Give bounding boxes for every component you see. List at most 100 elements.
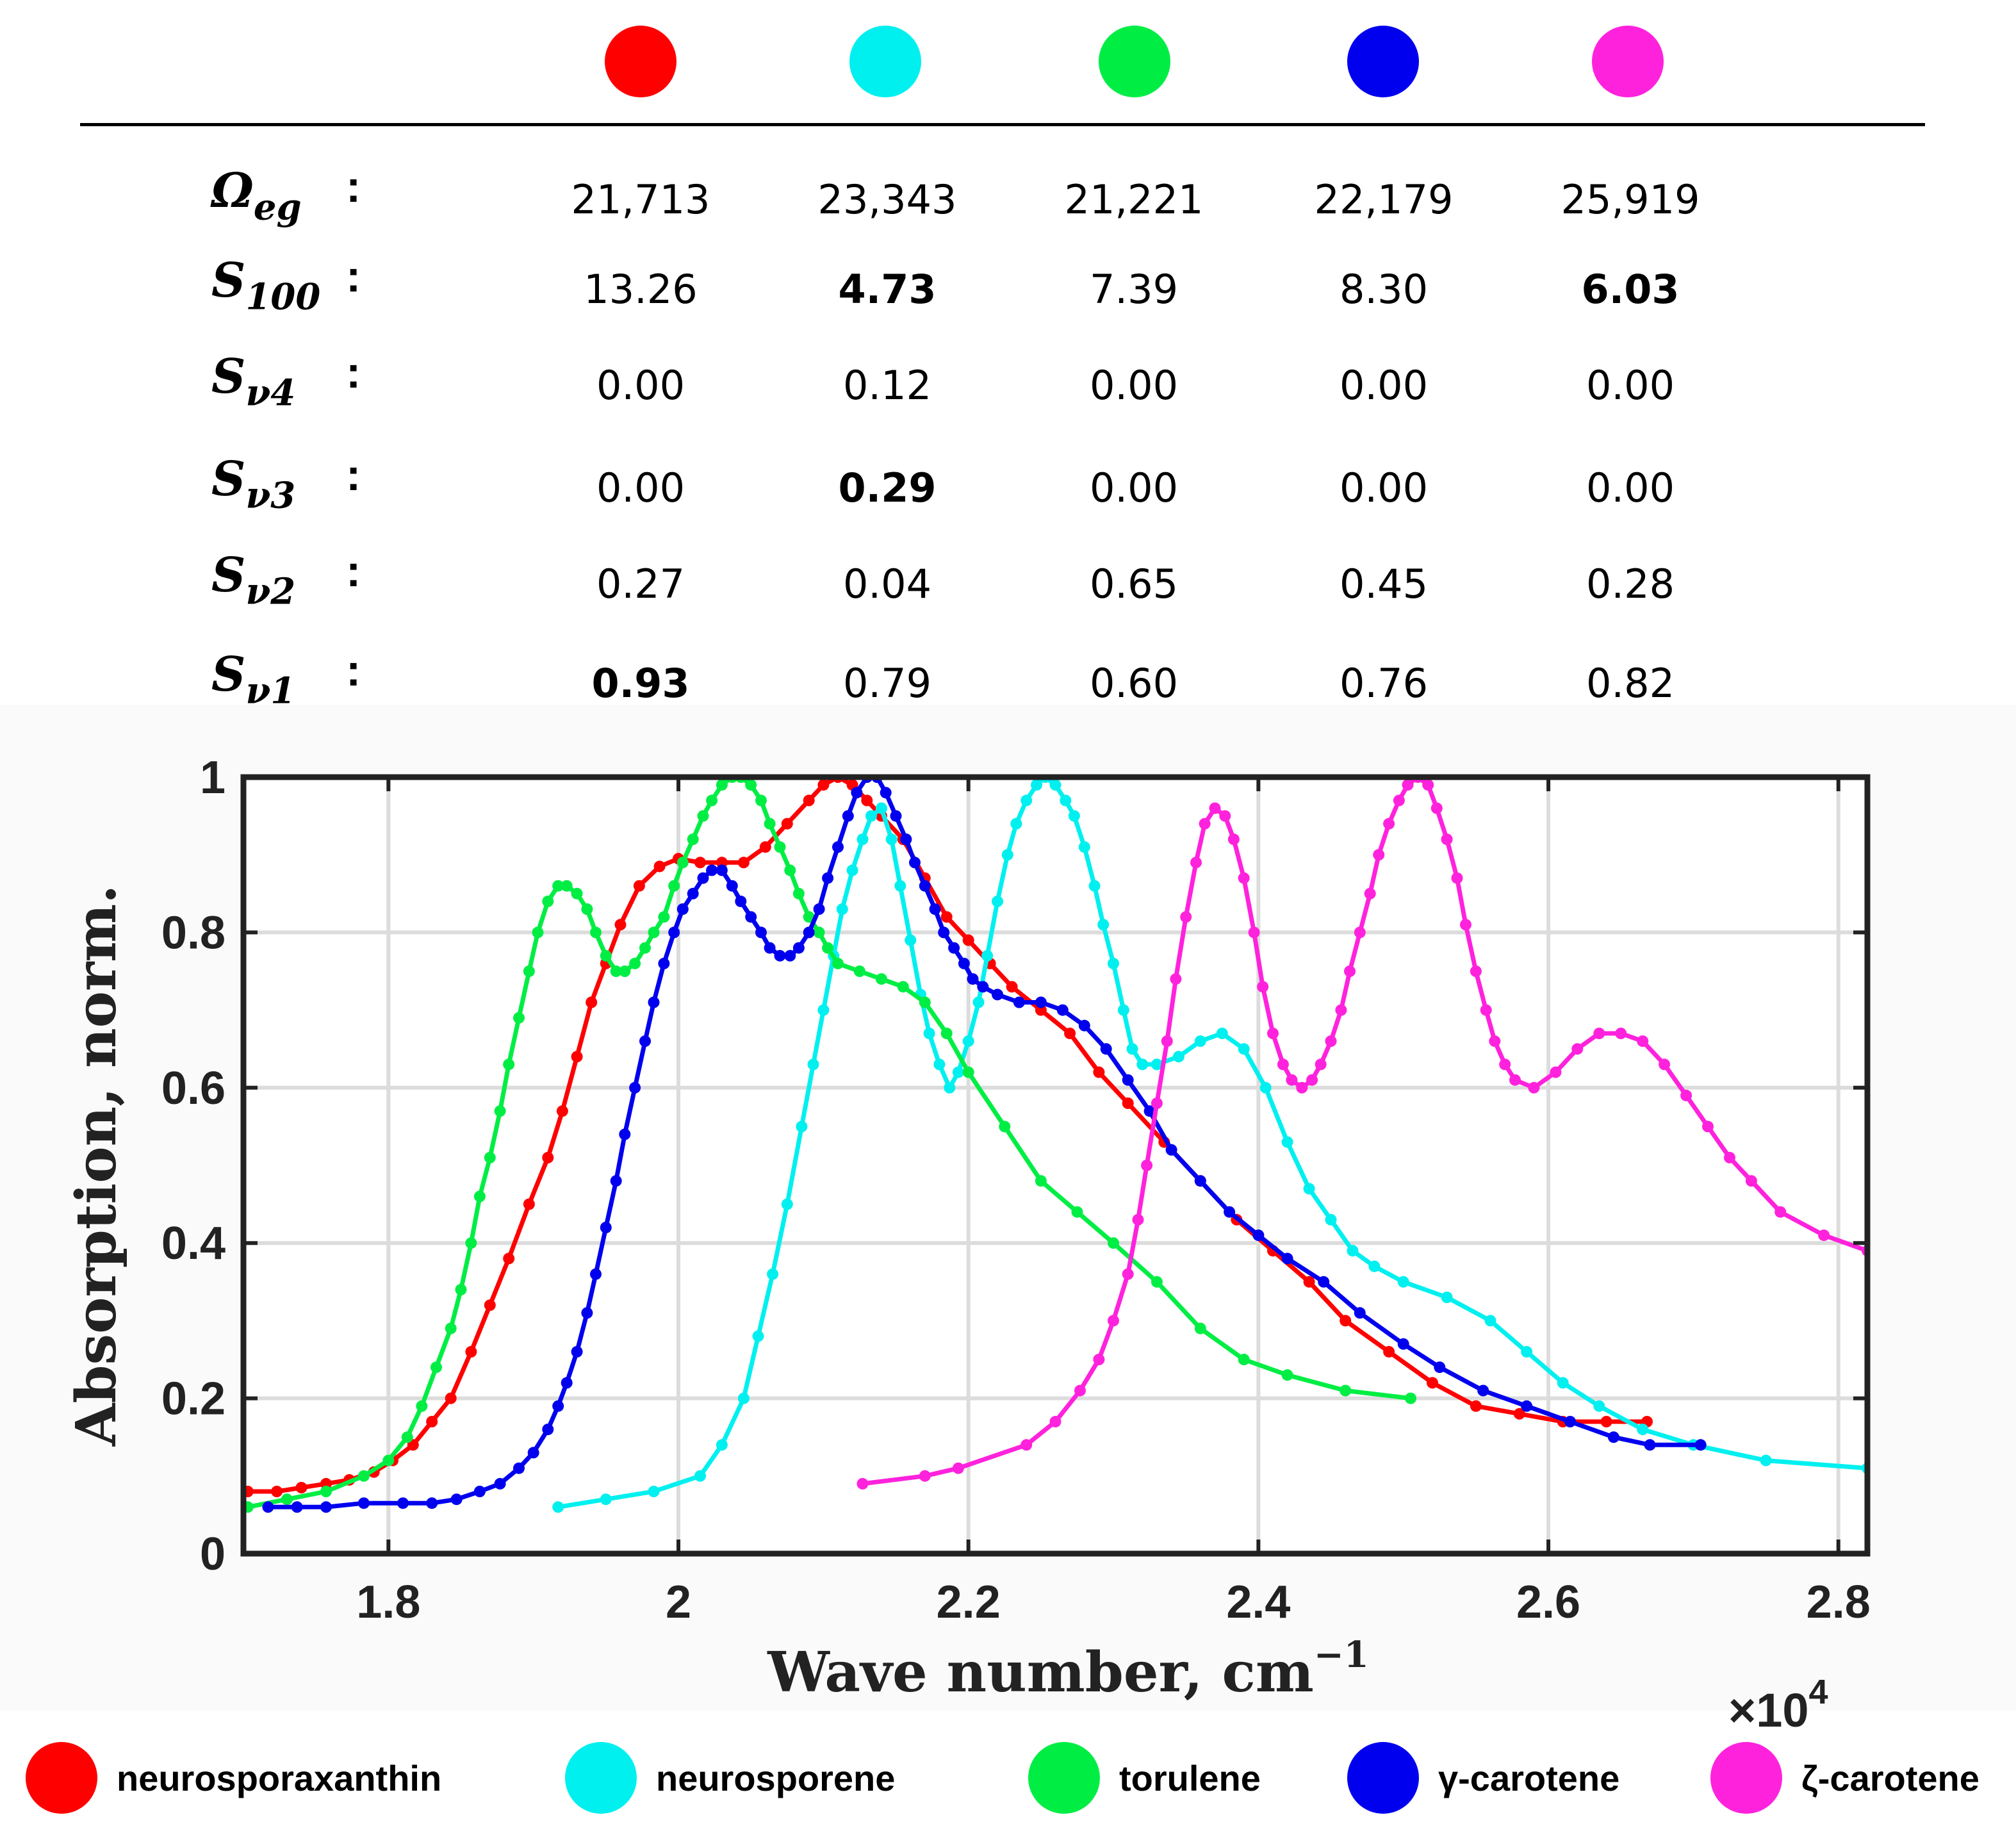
data-point-torulene <box>832 957 844 969</box>
data-point-torulene <box>523 965 535 977</box>
table-top-rule <box>80 123 1925 126</box>
table-cell: 0.45 <box>1339 561 1429 607</box>
row-colon: : <box>346 161 361 211</box>
data-point-gamma_carotene <box>967 973 979 985</box>
table-cell: 0.00 <box>596 464 685 511</box>
table-cell: 0.65 <box>1089 561 1179 607</box>
data-point-gamma_carotene <box>648 996 660 1008</box>
data-point-gamma_carotene <box>764 942 776 954</box>
data-point-zeta_carotene <box>1093 1354 1105 1365</box>
data-point-neurosporaxanthin <box>737 857 750 869</box>
data-point-gamma_carotene <box>1035 996 1047 1008</box>
data-point-torulene <box>999 1121 1011 1133</box>
data-point-torulene <box>1071 1206 1083 1218</box>
data-point-zeta_carotene <box>1325 1035 1337 1047</box>
data-point-zeta_carotene <box>1615 1028 1627 1039</box>
data-point-zeta_carotene <box>1296 1081 1308 1094</box>
y-tick-label: 0.6 <box>161 1063 225 1114</box>
data-point-torulene <box>1035 1175 1047 1187</box>
data-point-zeta_carotene <box>952 1462 964 1474</box>
data-point-zeta_carotene <box>1441 834 1453 845</box>
data-point-neurosporene <box>781 1198 793 1210</box>
row-subscript: ν4 <box>245 372 296 415</box>
data-point-neurosporaxanthin <box>694 857 706 869</box>
header-dot-gamma-carotene <box>1347 26 1419 97</box>
table-cell: 6.03 <box>1581 266 1680 313</box>
data-point-neurosporaxanthin <box>556 1105 568 1117</box>
data-point-zeta_carotene <box>1593 1028 1605 1039</box>
data-point-torulene <box>803 911 815 923</box>
data-point-neurosporene <box>923 1028 935 1039</box>
row-subscript: 100 <box>245 275 321 318</box>
data-point-gamma_carotene <box>600 1222 612 1233</box>
data-point-torulene <box>822 942 834 954</box>
data-point-neurosporaxanthin <box>484 1299 496 1311</box>
data-point-neurosporene <box>1216 1028 1228 1039</box>
data-point-gamma_carotene <box>1224 1206 1236 1218</box>
data-point-gamma_carotene <box>890 810 902 822</box>
table-cell: 0.04 <box>842 561 932 607</box>
data-point-neurosporene <box>1557 1377 1569 1389</box>
data-point-gamma_carotene <box>610 1175 622 1187</box>
data-point-zeta_carotene <box>1745 1175 1757 1187</box>
data-point-torulene <box>455 1283 467 1295</box>
data-point-neurosporene <box>767 1268 779 1280</box>
data-point-neurosporene <box>1151 1058 1163 1071</box>
header-dot-zeta-carotene <box>1592 26 1664 97</box>
data-point-neurosporene <box>1760 1454 1772 1466</box>
header-dot-neurosporaxanthin <box>605 26 676 97</box>
row-colon: : <box>346 450 361 500</box>
data-point-neurosporene <box>648 1486 660 1497</box>
data-point-zeta_carotene <box>1637 1035 1649 1047</box>
row-colon: : <box>346 546 361 596</box>
y-tick-label: 1 <box>200 752 225 803</box>
legend-swatch <box>565 1742 637 1814</box>
table-cell: 22,179 <box>1314 176 1454 223</box>
data-point-gamma_carotene <box>262 1501 274 1513</box>
data-point-gamma_carotene <box>792 942 805 954</box>
data-point-gamma_carotene <box>676 903 689 915</box>
data-point-gamma_carotene <box>992 989 1003 1001</box>
data-point-gamma_carotene <box>320 1501 332 1513</box>
x-axis-multiplier-exponent: 4 <box>1809 1673 1828 1711</box>
data-point-gamma_carotene <box>929 903 941 915</box>
data-point-gamma_carotene <box>1607 1431 1619 1443</box>
data-point-torulene <box>940 1028 953 1039</box>
data-point-torulene <box>919 996 931 1008</box>
data-point-neurosporaxanthin <box>295 1482 307 1493</box>
legend-label: torulene <box>1119 1757 1261 1798</box>
data-point-torulene <box>784 864 796 876</box>
data-point-neurosporaxanthin <box>633 880 645 892</box>
data-point-torulene <box>465 1237 477 1249</box>
data-point-torulene <box>581 903 593 915</box>
data-point-zeta_carotene <box>1430 802 1443 814</box>
table-cell: 0.29 <box>838 464 937 511</box>
data-point-gamma_carotene <box>1564 1416 1576 1427</box>
data-point-gamma_carotene <box>1056 1004 1069 1016</box>
data-point-gamma_carotene <box>581 1307 593 1319</box>
data-point-neurosporaxanthin <box>653 860 666 873</box>
data-point-zeta_carotene <box>1702 1121 1714 1133</box>
data-point-neurosporaxanthin <box>1006 981 1018 993</box>
data-point-neurosporene <box>944 1081 956 1094</box>
data-point-torulene <box>962 1066 974 1078</box>
data-point-torulene <box>513 1012 525 1024</box>
data-point-gamma_carotene <box>658 957 670 969</box>
data-point-torulene <box>658 911 670 923</box>
data-point-zeta_carotene <box>1049 1416 1061 1427</box>
data-point-neurosporene <box>1441 1292 1453 1303</box>
table-cell: 21,221 <box>1064 176 1204 223</box>
data-point-zeta_carotene <box>1528 1081 1540 1094</box>
header-dot-neurosporene <box>849 26 921 97</box>
data-point-gamma_carotene <box>450 1493 463 1506</box>
data-point-neurosporene <box>1060 794 1072 807</box>
data-point-gamma_carotene <box>571 1345 583 1358</box>
data-point-gamma_carotene <box>822 872 834 884</box>
data-point-neurosporene <box>600 1493 612 1506</box>
legend-swatch <box>1347 1742 1419 1814</box>
data-point-zeta_carotene <box>1818 1229 1830 1242</box>
data-point-zeta_carotene <box>1248 926 1260 939</box>
data-point-neurosporene <box>1238 1043 1250 1055</box>
data-point-torulene <box>697 810 709 822</box>
data-point-neurosporaxanthin <box>542 1151 554 1163</box>
